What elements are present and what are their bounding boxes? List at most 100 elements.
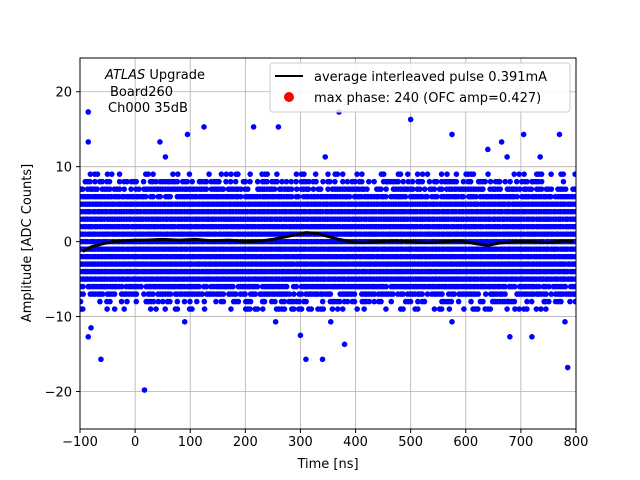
data-point (247, 298, 254, 305)
data-point (572, 246, 576, 252)
outlier-point (157, 139, 163, 145)
data-point (279, 178, 285, 185)
data-point (468, 298, 474, 305)
x-tick-label: 400 (343, 435, 368, 450)
data-point (133, 298, 140, 305)
data-point (548, 193, 554, 200)
data-point (352, 178, 358, 185)
data-point (283, 178, 290, 185)
data-point (414, 306, 421, 312)
data-point (272, 298, 278, 305)
outlier-point (162, 154, 169, 160)
data-point (247, 306, 253, 312)
data-point (203, 283, 210, 290)
data-point (116, 171, 123, 177)
data-point (228, 171, 234, 177)
data-point (407, 298, 414, 305)
data-point (409, 186, 416, 192)
outlier-point (562, 319, 568, 325)
data-point (99, 291, 106, 297)
data-point (141, 291, 147, 297)
data-point (186, 171, 193, 177)
data-point (419, 291, 425, 297)
outlier-point (250, 124, 257, 130)
data-point (107, 186, 113, 192)
data-point (351, 298, 358, 305)
data-point (516, 186, 523, 192)
data-point (502, 178, 509, 185)
data-points (80, 109, 576, 393)
data-point (94, 186, 100, 192)
data-point (150, 193, 156, 200)
data-point (160, 298, 166, 305)
y-tick-label: 10 (55, 161, 72, 176)
data-point (480, 298, 486, 305)
data-point (475, 291, 482, 297)
y-tick-label: 0 (64, 236, 72, 251)
x-tick-label: 500 (398, 435, 423, 450)
data-point (528, 298, 535, 305)
data-point (261, 298, 268, 305)
average-pulse-path (82, 231, 574, 253)
data-point (293, 186, 300, 192)
data-point (562, 186, 569, 192)
data-point (247, 171, 253, 177)
data-point (339, 171, 346, 177)
outlier-point (275, 124, 282, 130)
data-point (572, 291, 576, 297)
data-point (513, 178, 520, 185)
data-point (414, 171, 421, 177)
data-point (317, 186, 324, 192)
data-point (511, 283, 518, 290)
data-point (145, 171, 152, 177)
data-point (199, 291, 205, 297)
data-point (94, 171, 101, 177)
atlas-annotation: ATLAS Upgrade Board260 Ch000 35dB (104, 68, 205, 116)
data-point (439, 186, 445, 192)
data-point (538, 186, 545, 192)
data-point (232, 291, 239, 297)
data-point (419, 171, 426, 177)
data-point (511, 298, 518, 305)
legend-entry-max-phase: max phase: 240 (OFC amp=0.427) (314, 91, 541, 106)
data-point (327, 291, 334, 297)
data-point (572, 216, 576, 222)
data-point (482, 178, 489, 185)
data-point (351, 291, 358, 297)
data-point (312, 171, 319, 177)
outlier-point (297, 332, 304, 339)
data-point (467, 178, 474, 185)
data-point (354, 171, 360, 177)
data-point (320, 178, 326, 185)
data-point (254, 178, 261, 185)
data-point (371, 178, 377, 185)
data-point (543, 306, 549, 312)
data-point (455, 298, 462, 305)
data-point (344, 178, 351, 185)
outlier-point (556, 131, 563, 138)
data-point (421, 186, 428, 192)
data-point (572, 193, 576, 200)
data-point (242, 178, 249, 185)
data-point (504, 306, 510, 312)
data-point (147, 306, 154, 312)
data-point (339, 178, 346, 185)
data-point (424, 171, 431, 177)
data-point (487, 178, 494, 185)
data-point (310, 186, 317, 192)
data-point (196, 283, 202, 290)
data-point (400, 291, 406, 297)
outlier-point (85, 334, 92, 340)
data-point (378, 186, 384, 192)
x-tick-label: 100 (178, 435, 203, 450)
data-point (421, 298, 428, 305)
data-point (397, 171, 404, 177)
data-point (283, 283, 290, 290)
data-point (346, 193, 353, 200)
data-point (546, 283, 552, 290)
data-point (150, 298, 157, 305)
legend-marker-swatch (284, 92, 294, 102)
data-point (438, 306, 445, 312)
data-point (242, 291, 248, 297)
legend-box (269, 62, 571, 113)
